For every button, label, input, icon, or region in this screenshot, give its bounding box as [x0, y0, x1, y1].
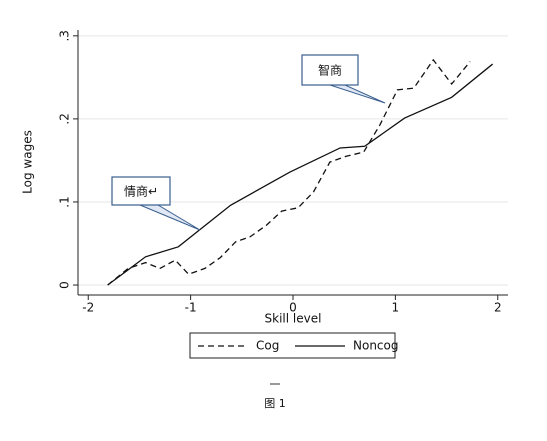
- series-line: [107, 58, 471, 286]
- legend-label: Noncog: [353, 339, 398, 353]
- plot-area: 0 .1 .2 .3 -2 -1 0 1 2: [58, 30, 508, 315]
- x-axis-title: Skill level: [265, 312, 322, 326]
- annotation-text: 智商: [318, 63, 342, 78]
- x-tick-label: 2: [494, 301, 502, 315]
- y-axis-title: Log wages: [21, 130, 35, 194]
- legend-label: Cog: [256, 339, 279, 353]
- legend: [189, 332, 396, 359]
- callout-pointer: [329, 84, 386, 104]
- y-tick-label: .1: [58, 196, 72, 207]
- series-line: [107, 63, 494, 286]
- y-tick-label: .3: [58, 30, 72, 41]
- callout-box: [111, 176, 171, 206]
- y-tick-label: 0: [58, 281, 72, 289]
- y-tick-label: .2: [58, 113, 72, 124]
- annotation: 情商↵: [111, 176, 201, 231]
- callout-box: [301, 54, 359, 86]
- annotation: 智商: [301, 54, 386, 104]
- x-tick-label: -1: [185, 301, 197, 315]
- x-tick-label: -2: [82, 301, 94, 315]
- callout-pointer: [139, 204, 201, 231]
- caption: 图 1: [264, 397, 286, 410]
- legend-items: Cog Noncog: [198, 339, 398, 353]
- annotation-text: 情商↵: [124, 184, 158, 199]
- x-tick-label: 0: [289, 301, 297, 315]
- x-tick-label: 1: [392, 301, 400, 315]
